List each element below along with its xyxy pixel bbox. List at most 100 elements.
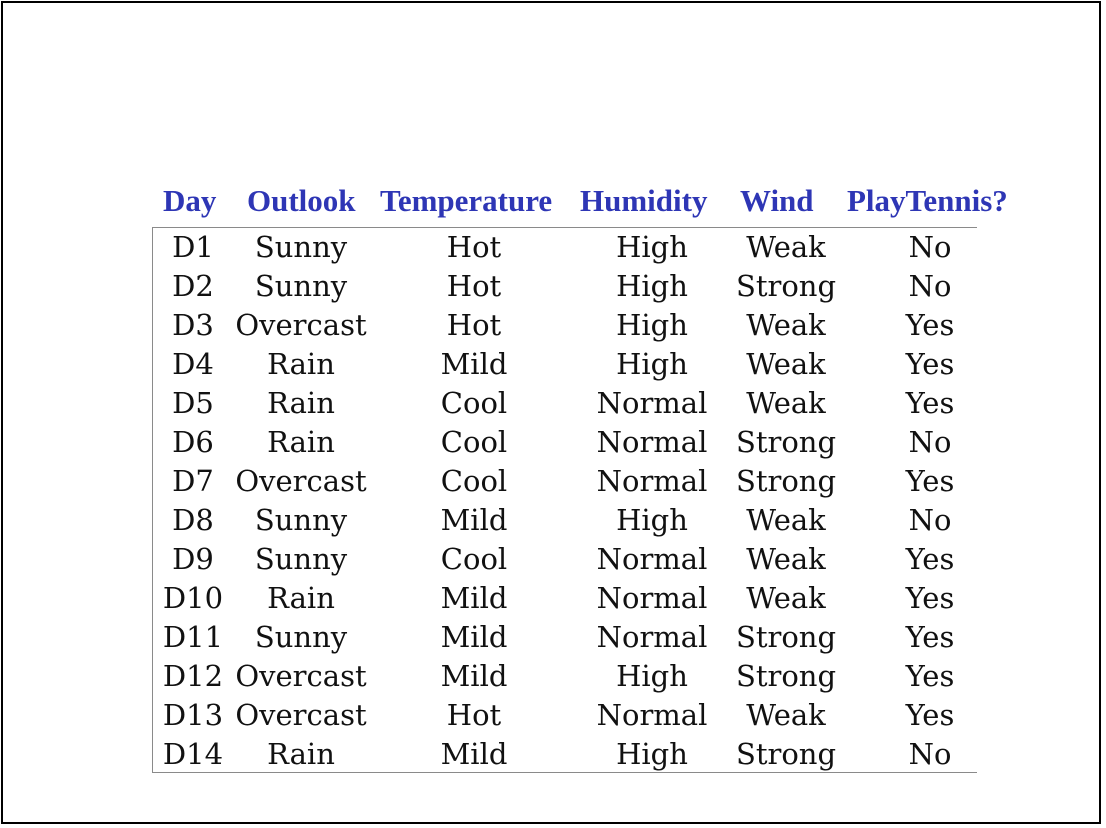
cell-wind: Strong	[735, 659, 837, 693]
cell-humidity: High	[616, 737, 688, 771]
header-play: PlayTennis?	[847, 183, 1008, 218]
cell-outlook: Sunny	[254, 230, 348, 264]
header-wind: Wind	[740, 183, 814, 218]
table-header-row: Day Outlook Temperature Humidity Wind Pl…	[3, 183, 1103, 219]
table-row: D7 Overcast Cool Normal Strong Yes	[3, 462, 1103, 501]
cell-humidity: Normal	[596, 581, 708, 615]
cell-temperature: Mild	[440, 737, 508, 771]
cell-temperature: Hot	[446, 698, 502, 732]
table-row: D4 Rain Mild High Weak Yes	[3, 345, 1103, 384]
cell-wind: Weak	[746, 581, 826, 615]
cell-wind: Weak	[746, 230, 826, 264]
cell-playtennis: No	[908, 737, 952, 771]
cell-temperature: Cool	[440, 542, 508, 576]
table-row: D13 Overcast Hot Normal Weak Yes	[3, 696, 1103, 735]
cell-day: D1	[172, 230, 214, 264]
cell-humidity: High	[616, 269, 688, 303]
table-row: D12 Overcast Mild High Strong Yes	[3, 657, 1103, 696]
table-row: D11 Sunny Mild Normal Strong Yes	[3, 618, 1103, 657]
cell-playtennis: Yes	[905, 347, 955, 381]
cell-wind: Weak	[746, 698, 826, 732]
table-row: D5 Rain Cool Normal Weak Yes	[3, 384, 1103, 423]
cell-outlook: Overcast	[235, 698, 367, 732]
cell-playtennis: Yes	[905, 698, 955, 732]
cell-playtennis: Yes	[905, 308, 955, 342]
cell-outlook: Overcast	[235, 464, 367, 498]
cell-humidity: Normal	[596, 386, 708, 420]
cell-wind: Strong	[735, 620, 837, 654]
cell-wind: Strong	[735, 464, 837, 498]
header-temperature: Temperature	[380, 183, 553, 218]
cell-humidity: High	[616, 308, 688, 342]
cell-wind: Weak	[746, 386, 826, 420]
cell-temperature: Hot	[446, 308, 502, 342]
cell-temperature: Hot	[446, 230, 502, 264]
cell-humidity: Normal	[596, 464, 708, 498]
cell-day: D8	[172, 503, 214, 537]
cell-wind: Weak	[746, 503, 826, 537]
cell-day: D14	[162, 737, 224, 771]
cell-day: D13	[162, 698, 224, 732]
cell-humidity: High	[616, 347, 688, 381]
cell-day: D10	[162, 581, 224, 615]
cell-wind: Strong	[735, 425, 837, 459]
cell-playtennis: No	[908, 503, 952, 537]
cell-playtennis: No	[908, 425, 952, 459]
cell-wind: Weak	[746, 347, 826, 381]
table-row: D6 Rain Cool Normal Strong No	[3, 423, 1103, 462]
cell-outlook: Overcast	[235, 659, 367, 693]
cell-wind: Strong	[735, 737, 837, 771]
cell-outlook: Sunny	[254, 542, 348, 576]
cell-outlook: Sunny	[254, 620, 348, 654]
table-row: D14 Rain Mild High Strong No	[3, 735, 1103, 774]
cell-outlook: Rain	[267, 581, 335, 615]
cell-outlook: Rain	[267, 386, 335, 420]
cell-temperature: Mild	[440, 503, 508, 537]
cell-wind: Weak	[746, 308, 826, 342]
cell-playtennis: Yes	[905, 581, 955, 615]
cell-humidity: High	[616, 230, 688, 264]
cell-outlook: Rain	[267, 425, 335, 459]
cell-day: D12	[162, 659, 224, 693]
cell-day: D9	[172, 542, 214, 576]
cell-temperature: Cool	[440, 425, 508, 459]
cell-humidity: Normal	[596, 698, 708, 732]
cell-playtennis: Yes	[905, 620, 955, 654]
cell-humidity: Normal	[596, 620, 708, 654]
cell-playtennis: No	[908, 230, 952, 264]
cell-temperature: Mild	[440, 347, 508, 381]
header-day: Day	[163, 183, 217, 218]
cell-outlook: Rain	[267, 347, 335, 381]
cell-humidity: Normal	[596, 542, 708, 576]
table-row: D10 Rain Mild Normal Weak Yes	[3, 579, 1103, 618]
cell-day: D5	[172, 386, 214, 420]
cell-day: D11	[162, 620, 224, 654]
cell-humidity: Normal	[596, 425, 708, 459]
table-row: D3 Overcast Hot High Weak Yes	[3, 306, 1103, 345]
table-rules	[152, 227, 977, 773]
table-row: D2 Sunny Hot High Strong No	[3, 267, 1103, 306]
cell-playtennis: Yes	[905, 659, 955, 693]
cell-playtennis: Yes	[905, 386, 955, 420]
cell-outlook: Overcast	[235, 308, 367, 342]
cell-outlook: Sunny	[254, 269, 348, 303]
cell-day: D7	[172, 464, 214, 498]
cell-playtennis: Yes	[905, 464, 955, 498]
cell-day: D4	[172, 347, 214, 381]
cell-day: D3	[172, 308, 214, 342]
cell-temperature: Cool	[440, 386, 508, 420]
cell-outlook: Rain	[267, 737, 335, 771]
table-row: D1 Sunny Hot High Weak No	[3, 228, 1103, 267]
cell-day: D6	[172, 425, 214, 459]
table-row: D9 Sunny Cool Normal Weak Yes	[3, 540, 1103, 579]
cell-wind: Strong	[735, 269, 837, 303]
cell-humidity: High	[616, 659, 688, 693]
cell-temperature: Mild	[440, 659, 508, 693]
cell-temperature: Mild	[440, 581, 508, 615]
cell-playtennis: Yes	[905, 542, 955, 576]
table-body: D1 Sunny Hot High Weak No D2 Sunny Hot High Strong…	[3, 228, 1103, 774]
table-row: D8 Sunny Mild High Weak No	[3, 501, 1103, 540]
header-humidity: Humidity	[580, 183, 708, 218]
cell-humidity: High	[616, 503, 688, 537]
